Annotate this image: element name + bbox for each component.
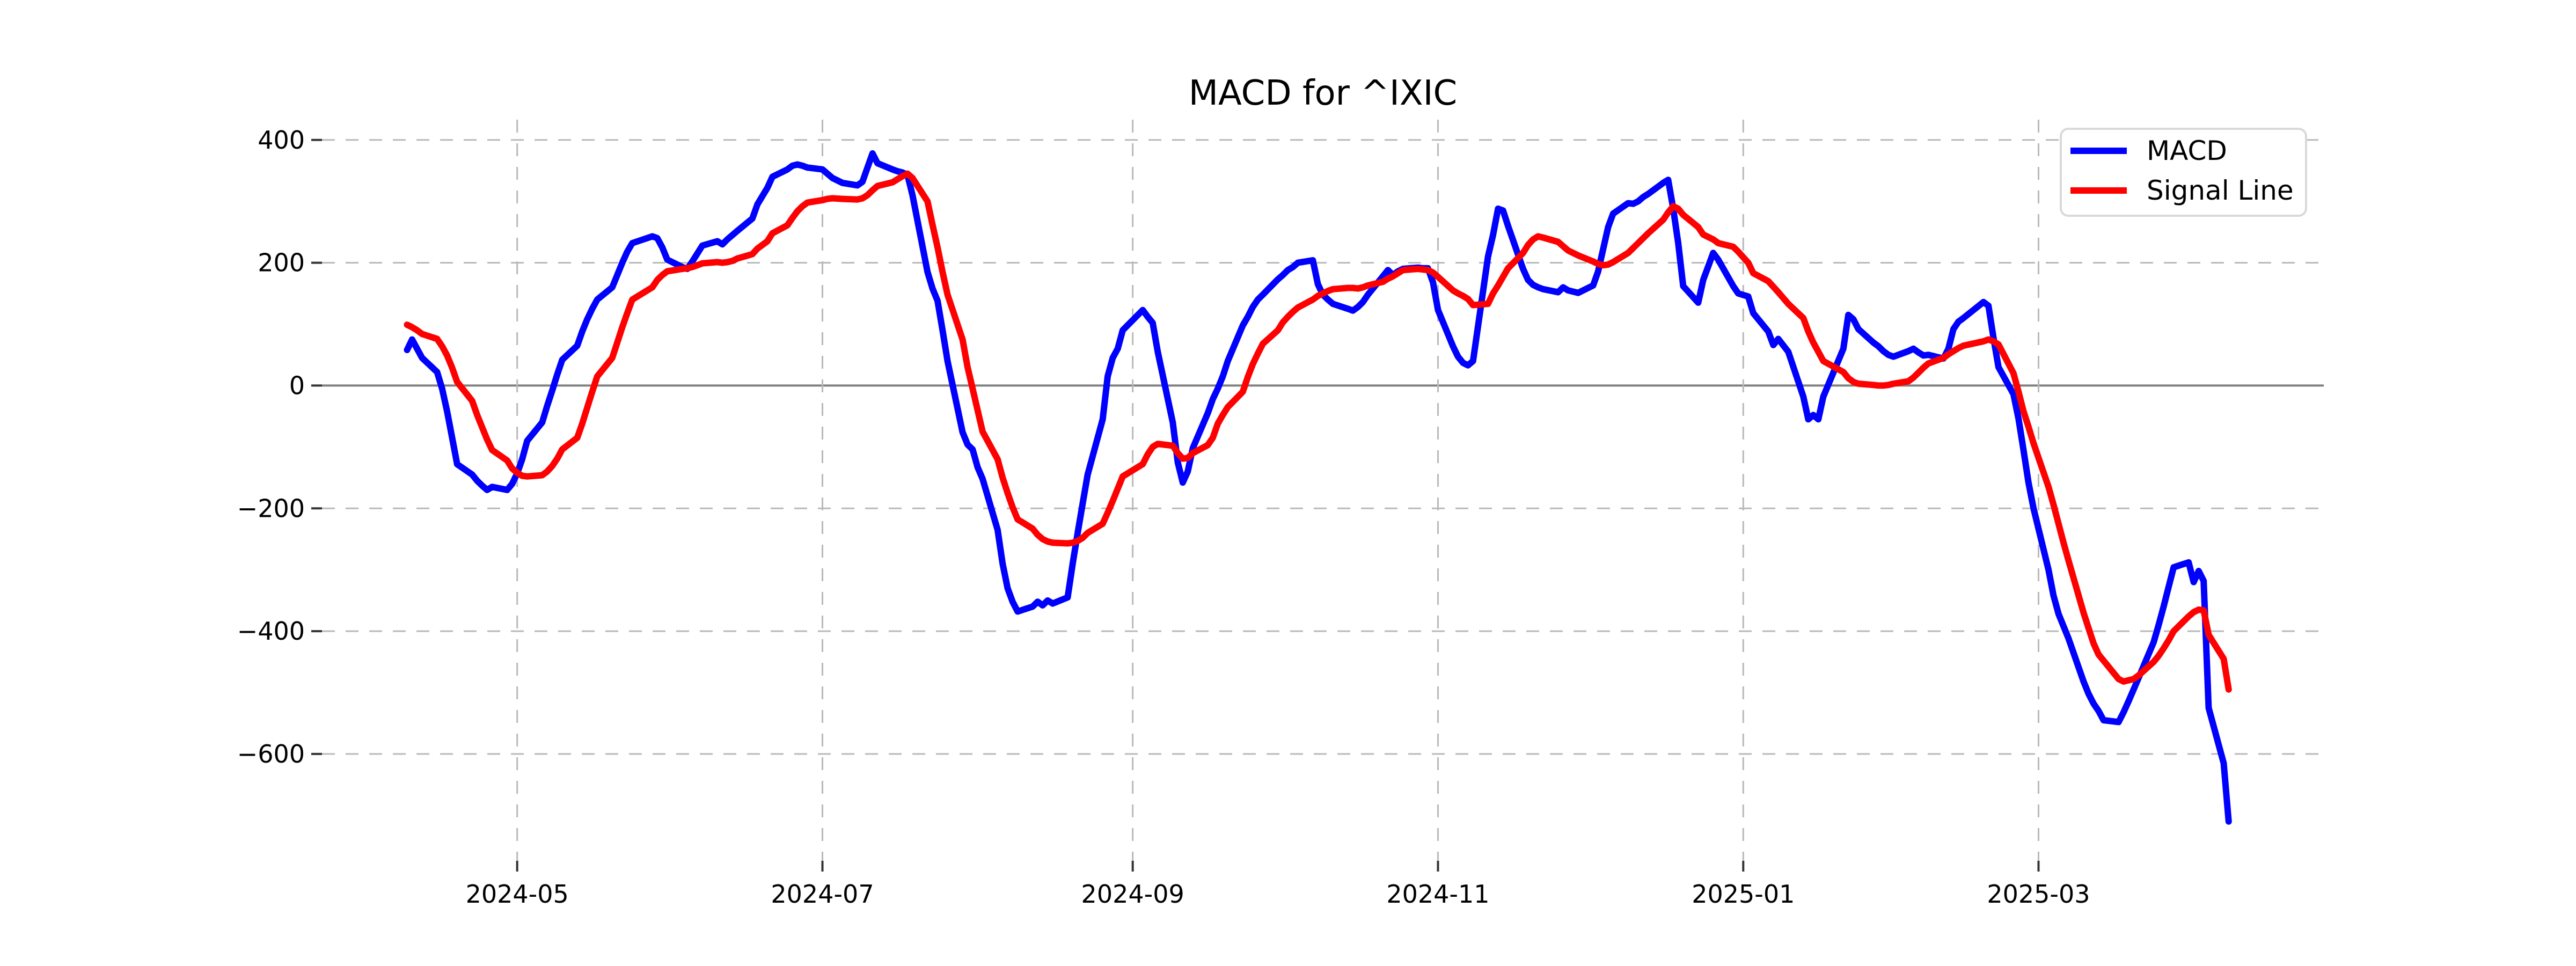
y-tick-label: −200	[237, 494, 305, 523]
chart-title: MACD for ^IXIC	[1189, 74, 1457, 113]
signal-line	[404, 170, 2232, 693]
y-tick-label: −600	[237, 740, 305, 769]
y-tick-label: −400	[237, 617, 305, 646]
x-tick-label: 2025-03	[1987, 880, 2090, 909]
y-tick-label: 200	[258, 248, 305, 277]
y-tick-label: 0	[289, 371, 305, 400]
legend-macd-label: MACD	[2147, 135, 2227, 166]
x-tick-label: 2025-01	[1692, 880, 1795, 909]
y-tick-label: 400	[258, 126, 305, 155]
x-tick-label: 2024-09	[1081, 880, 1184, 909]
x-tick-label: 2024-07	[771, 880, 874, 909]
macd-line	[404, 150, 2232, 825]
x-tick-label: 2024-05	[466, 880, 569, 909]
x-tick-label: 2024-11	[1386, 880, 1489, 909]
legend-signal-label: Signal Line	[2147, 175, 2294, 206]
